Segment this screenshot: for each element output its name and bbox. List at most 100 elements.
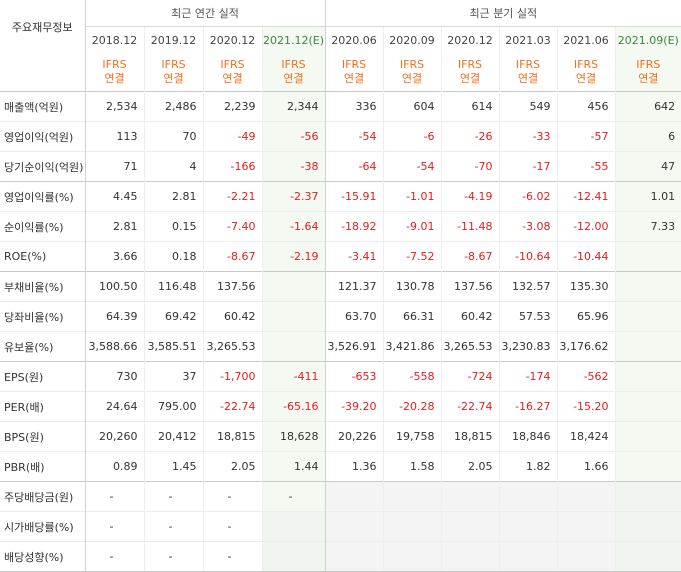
row-label: 부채비율(%) (0, 271, 85, 302)
table-cell: -54 (324, 121, 384, 152)
ifrs-label: IFRS (399, 58, 425, 71)
table-cell: 336 (324, 91, 384, 122)
table-cell: 456 (556, 91, 616, 122)
table-cell: 4.45 (84, 181, 144, 212)
accounting-standard: IFRS 연결 (84, 53, 144, 92)
table-cell: -56 (261, 121, 326, 152)
table-cell: 3,265.53 (202, 331, 262, 362)
table-cell (261, 271, 326, 302)
table-cell: 0.18 (143, 241, 203, 272)
table-row: ROE(%) 3.66 0.18 -8.67 -2.19 -3.41 -7.52 -8.67-… (0, 241, 681, 272)
table-cell: 6 (614, 121, 681, 152)
table-cell (498, 541, 558, 572)
table-cell: 795.00 (143, 391, 203, 422)
period-header: 2018.12 (84, 26, 144, 53)
table-cell: - (202, 541, 262, 572)
table-cell: -38 (261, 151, 326, 182)
table-cell: 3,588.66 (84, 331, 144, 362)
table-cell (440, 511, 500, 542)
table-cell: -653 (324, 361, 384, 392)
ifrs-label: IFRS (102, 58, 127, 71)
table-cell (614, 301, 681, 332)
row-label: 주당배당금(원) (0, 481, 85, 512)
table-cell: 18,628 (261, 421, 326, 452)
table-cell: - (143, 511, 203, 542)
table-cell: 1.45 (143, 451, 203, 482)
table-cell (382, 481, 442, 512)
table-cell: -10.44 (556, 241, 616, 272)
table-cell: 1.58 (382, 451, 442, 482)
row-label: PBR(배) (0, 451, 85, 482)
row-label: EPS(원) (0, 361, 85, 392)
table-cell: 1.44 (261, 451, 326, 482)
ifrs-label: IFRS (457, 58, 483, 71)
table-cell (261, 541, 326, 572)
table-cell: -562 (556, 361, 616, 392)
table-cell: 20,226 (324, 421, 384, 452)
period-header: 2019.12 (143, 26, 203, 53)
table-row: 순이익률(%) 2.81 0.15 -7.40 -1.64 -18.92 -9.01 -11.… (0, 211, 681, 242)
consolidated-label: 연결 (163, 72, 184, 85)
consolidated-label: 연결 (401, 72, 423, 85)
table-cell: - (143, 541, 203, 572)
table-row: BPS(원) 20,260 20,412 18,815 18,628 20,226 19,7… (0, 421, 681, 452)
ifrs-label: IFRS (220, 58, 245, 71)
table-cell: - (261, 481, 326, 512)
table-cell: -4.19 (440, 181, 500, 212)
period-header: 2021.03 (498, 26, 558, 53)
table-cell: -17 (498, 151, 558, 182)
table-cell: 3,230.83 (498, 331, 558, 362)
table-cell: -1,700 (202, 361, 262, 392)
table-cell: - (84, 481, 144, 512)
ifrs-label: IFRS (573, 58, 599, 71)
table-cell: -16.27 (498, 391, 558, 422)
table-cell: 18,815 (440, 421, 500, 452)
accounting-standard: IFRS 연결 (202, 53, 262, 92)
table-cell: 37 (143, 361, 203, 392)
table-row: EPS(원) 730 37 -1,700 -411 -653 -558 -724 -174 -56… (0, 361, 681, 392)
table-cell: -10.64 (498, 241, 558, 272)
table-row: 매출액(억원) 2,534 2,486 2,239 2,344 336 604 614 549 4… (0, 91, 681, 122)
table-cell: 66.31 (382, 301, 442, 332)
table-cell: 18,424 (556, 421, 616, 452)
table-cell (614, 391, 681, 422)
table-cell: -2.19 (261, 241, 326, 272)
consolidated-label: 연결 (575, 72, 597, 85)
row-label: ROE(%) (0, 241, 85, 272)
table-cell: -18.92 (324, 211, 384, 242)
table-cell: -8.67 (440, 241, 500, 272)
annual-section-header: 최근 연간 실적 (84, 0, 326, 27)
table-cell: 130.78 (382, 271, 442, 302)
row-label: 매출액(억원) (0, 91, 85, 122)
table-cell: -12.00 (556, 211, 616, 242)
table-cell (498, 481, 558, 512)
table-cell: -6.02 (498, 181, 558, 212)
row-label: 배당성향(%) (0, 541, 85, 572)
table-cell (614, 511, 681, 542)
table-cell: 1.66 (556, 451, 616, 482)
row-label: PER(배) (0, 391, 85, 422)
table-row: 당기순이익(억원) 71 4 -166 -38 -64 -54 -70 -17 -55 47 (0, 151, 681, 182)
table-cell (614, 361, 681, 392)
period-header: 2021.12(E) (261, 26, 326, 53)
table-cell: - (202, 511, 262, 542)
table-cell: -39.20 (324, 391, 384, 422)
table-cell: 121.37 (324, 271, 384, 302)
period-header: 2021.06 (556, 26, 616, 53)
accounting-standard: IFRS 연결 (143, 53, 203, 92)
table-row: 시가배당률(%) - - - (0, 511, 681, 542)
accounting-standard: IFRS 연결 (614, 53, 681, 92)
table-row: 부채비율(%) 100.50 116.48 137.56 121.37 130.78 137… (0, 271, 681, 302)
accounting-standard: IFRS 연결 (440, 53, 500, 92)
table-cell: -55 (556, 151, 616, 182)
table-cell: -174 (498, 361, 558, 392)
row-label: 영업이익률(%) (0, 181, 85, 212)
ifrs-label: IFRS (281, 58, 306, 71)
table-row: PER(배) 24.64 795.00 -22.74 -65.16 -39.20 -20.2… (0, 391, 681, 422)
table-row: PBR(배) 0.89 1.45 2.05 1.44 1.36 1.58 2.05 1.82 1.… (0, 451, 681, 482)
row-label: BPS(원) (0, 421, 85, 452)
period-header: 2020.06 (324, 26, 384, 53)
table-row: 당좌비율(%) 64.39 69.42 60.42 63.70 66.31 60.42 57.… (0, 301, 681, 332)
table-cell: 100.50 (84, 271, 144, 302)
table-cell: 4 (143, 151, 203, 182)
